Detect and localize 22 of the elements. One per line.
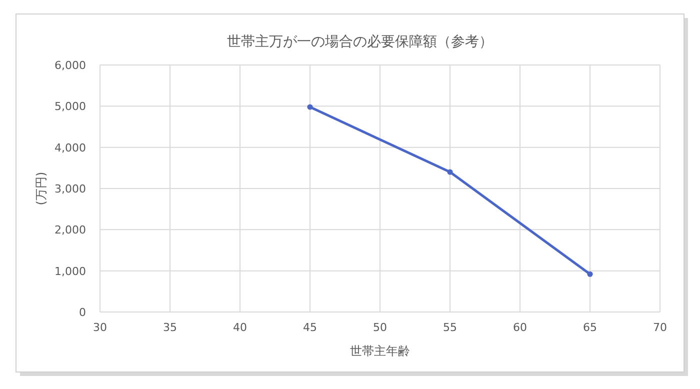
- y-tick-label: 0: [79, 306, 86, 319]
- x-tick-label: 65: [583, 321, 597, 334]
- y-tick-label: 6,000: [54, 59, 86, 72]
- x-tick-label: 30: [93, 321, 107, 334]
- point: [307, 104, 313, 110]
- y-tick-label: 1,000: [54, 264, 86, 278]
- x-axis-title: 世帯主年齢: [350, 344, 410, 358]
- x-tick-label: 35: [163, 321, 177, 334]
- x-tick-label: 55: [443, 321, 457, 334]
- point: [447, 169, 453, 175]
- y-tick-label: 5,000: [54, 100, 86, 114]
- x-tick-label: 45: [303, 321, 317, 334]
- point: [587, 271, 593, 277]
- y-tick-label: 2,000: [54, 224, 86, 237]
- x-tick-label: 50: [373, 321, 387, 334]
- chart-title: 世帯主万が一の場合の必要保障額（参考）: [227, 34, 493, 50]
- x-tick-label: 40: [233, 321, 247, 334]
- x-tick-label: 60: [513, 321, 527, 334]
- y-tick-label: 3,000: [54, 182, 86, 196]
- y-tick-label: 4,000: [54, 141, 86, 154]
- y-axis-title: (万円): [34, 172, 48, 206]
- x-tick-label: 70: [653, 321, 667, 334]
